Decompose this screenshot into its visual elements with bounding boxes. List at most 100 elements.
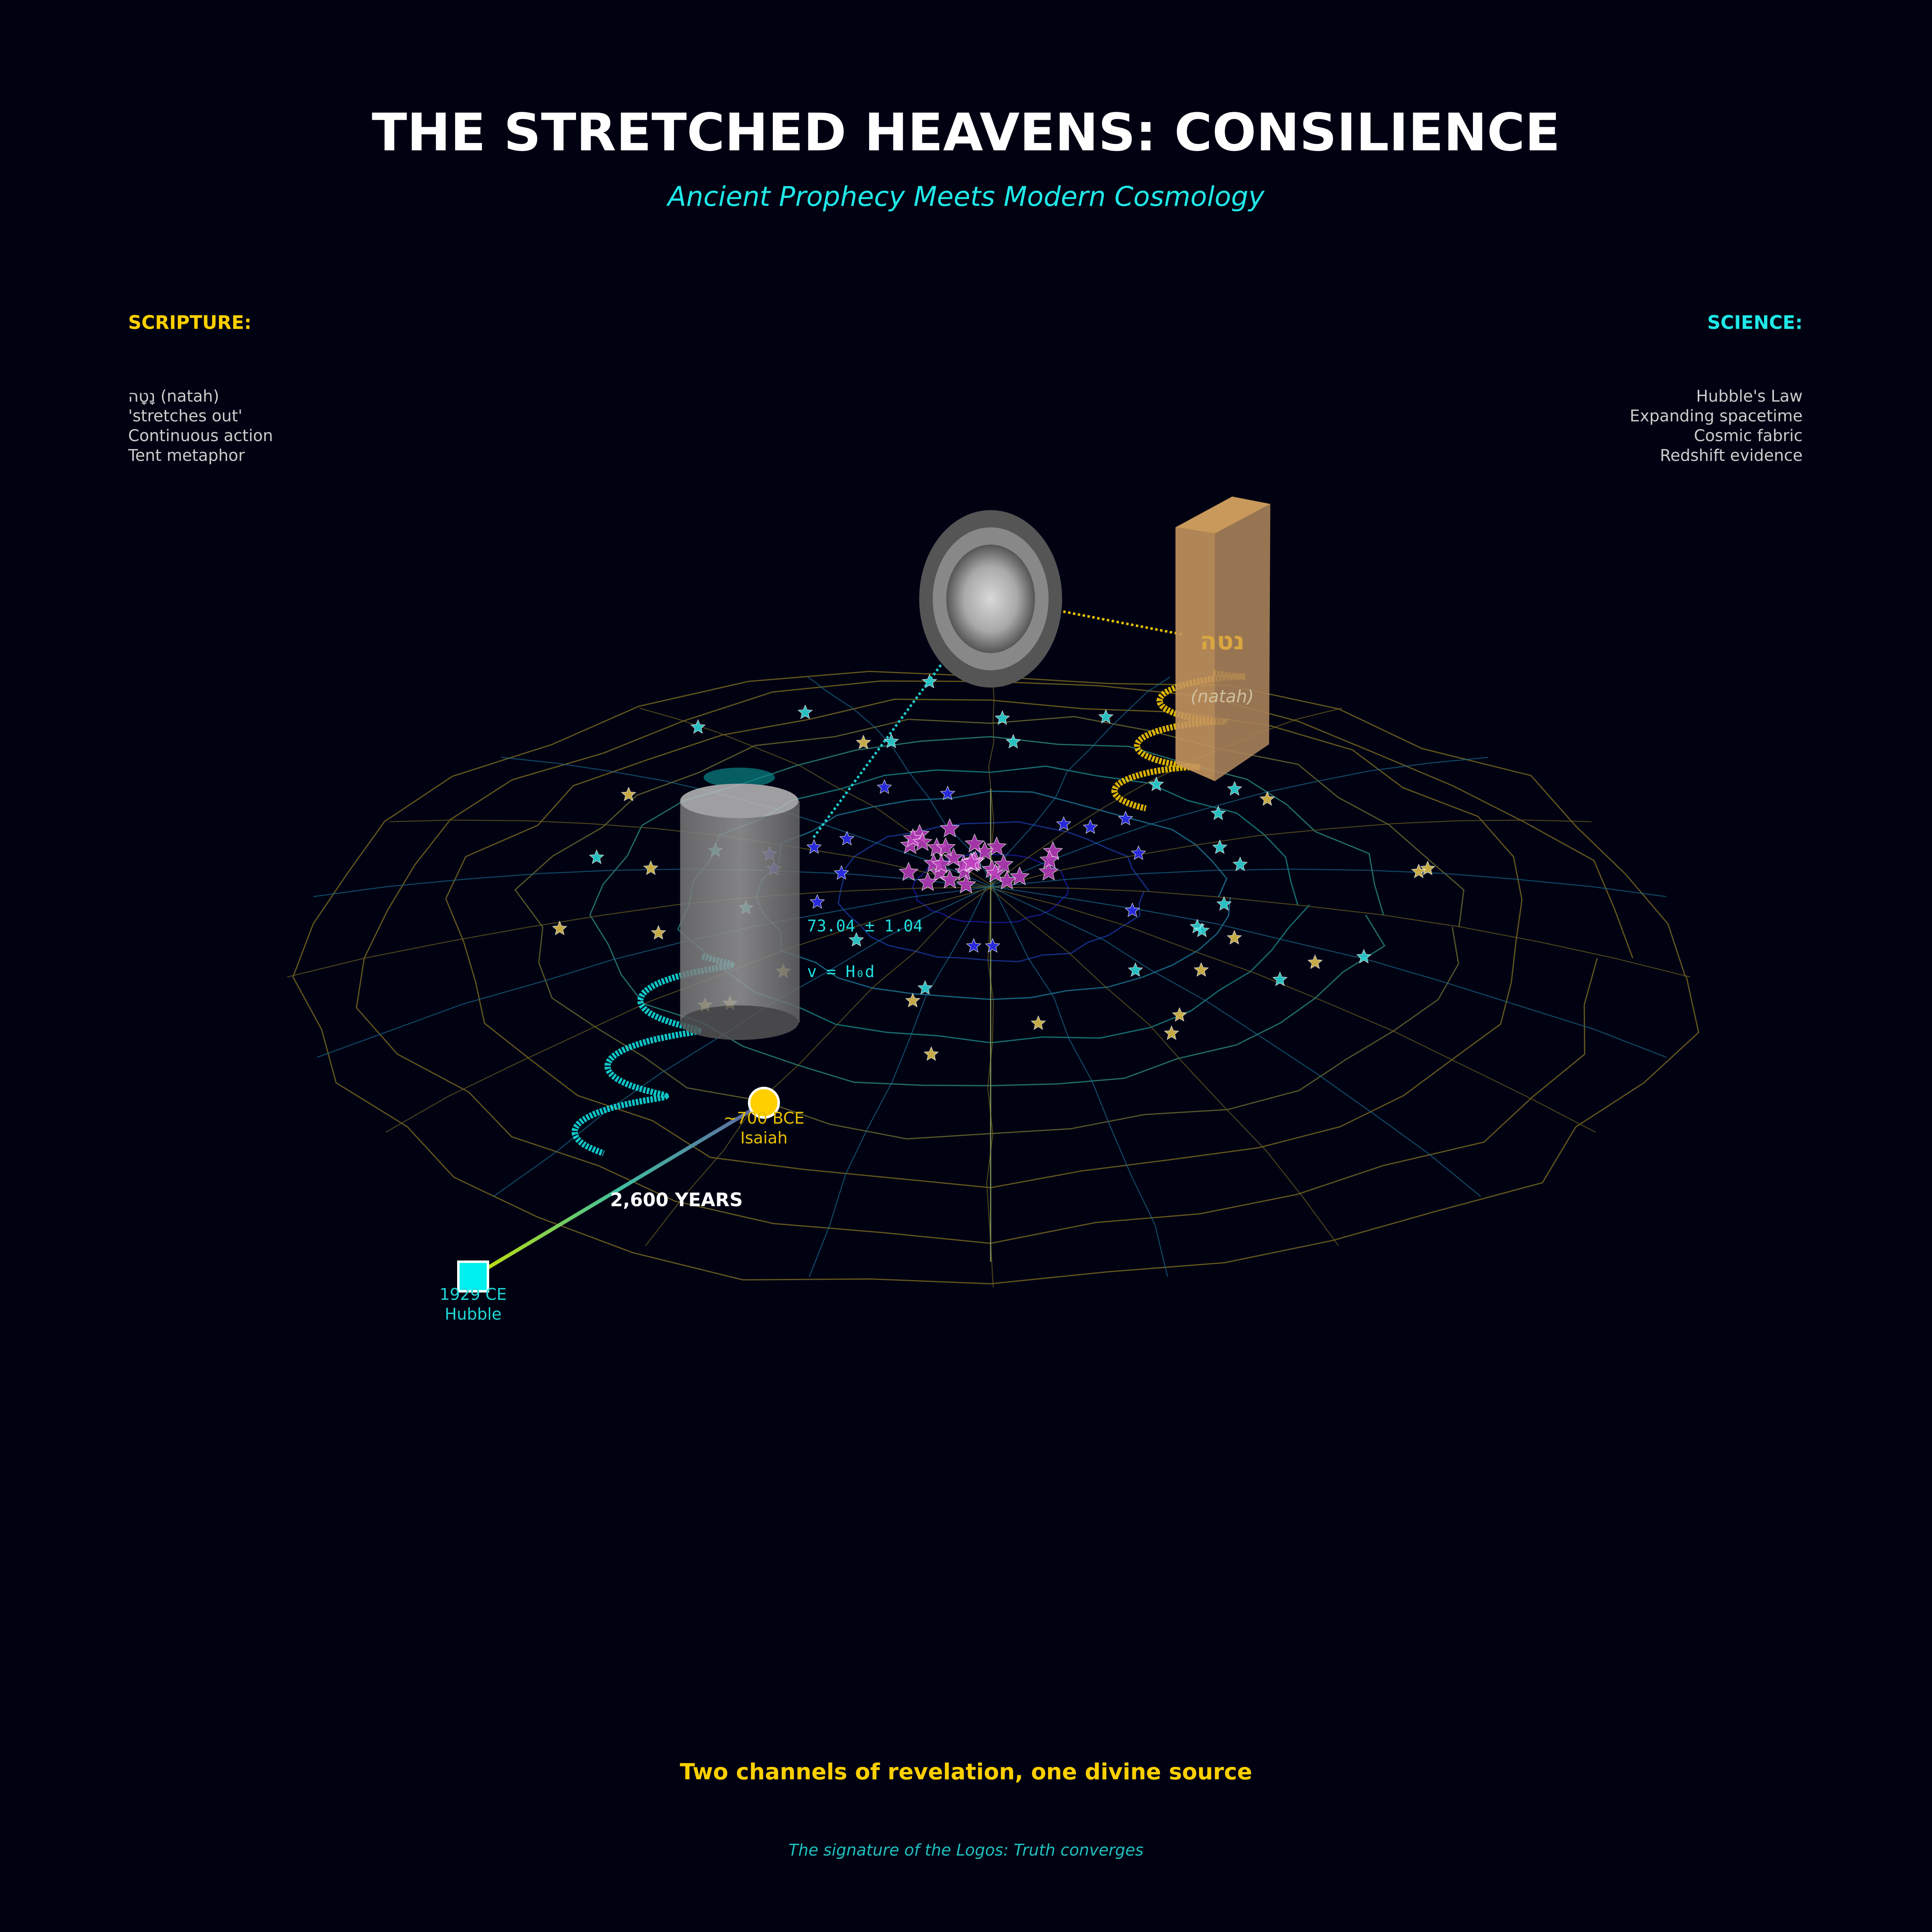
transliteration: (natah) [1191, 687, 1254, 707]
galaxy-star [964, 833, 985, 853]
galaxy-star [1128, 962, 1143, 977]
galaxy-star [935, 837, 956, 857]
galaxy-star [956, 874, 976, 894]
science-line: Hubble's Law [1696, 387, 1803, 406]
galaxy-star [917, 872, 938, 891]
helix [571, 953, 735, 1156]
isaiah-name: Isaiah [740, 1128, 788, 1147]
galaxy-star [1193, 962, 1209, 977]
galaxy-star [1006, 734, 1021, 749]
grid-spoke [989, 887, 1339, 1246]
galaxy-star [1164, 1025, 1179, 1040]
galaxy-star [923, 1046, 939, 1061]
galaxy-star [849, 932, 864, 947]
galaxy-star [1307, 954, 1323, 969]
galaxy-star [1118, 811, 1134, 825]
isaiah-marker [748, 1087, 780, 1119]
hubble-name: Hubble [445, 1305, 502, 1324]
galaxy-star [1420, 861, 1435, 876]
galaxy-star [1211, 805, 1226, 820]
galaxy-star [883, 733, 899, 748]
galaxy-star [690, 719, 706, 734]
timeline: ~700 BCE Isaiah 1929 CE Hubble 2,600 YEA… [440, 1087, 804, 1324]
galaxy-star [797, 704, 813, 719]
galaxy-star [1149, 776, 1164, 791]
galaxy-star [940, 785, 955, 800]
galaxy-star [960, 852, 981, 871]
tagline: Two channels of revelation, one divine s… [680, 1759, 1252, 1785]
grid-spoke [988, 708, 1342, 888]
isaiah-date: ~700 BCE [723, 1109, 804, 1128]
galaxy-star [1172, 1007, 1187, 1022]
galaxy-star [905, 992, 921, 1007]
hubble-law: v = H₀d [807, 962, 875, 981]
scripture-line: Continuous action [128, 426, 273, 445]
galaxy-star [940, 869, 960, 889]
galaxy-star [1039, 849, 1060, 869]
galaxy-star [1226, 930, 1242, 945]
grid-spoke [317, 887, 988, 1058]
galaxy-star [966, 938, 981, 953]
grid-spoke [987, 868, 1666, 897]
galaxy-star [985, 938, 1000, 953]
galaxy-star [993, 854, 1014, 873]
grid-spoke [987, 887, 1596, 1133]
science-line: Redshift evidence [1660, 446, 1802, 465]
galaxy-star [810, 894, 825, 909]
grid-spoke [995, 819, 1592, 888]
grid-spoke [990, 887, 1481, 1197]
scripture-prism: נטה (natah) [1175, 496, 1271, 781]
galaxy-star [1083, 819, 1098, 834]
galaxy-star [954, 861, 975, 881]
hubble-date: 1929 CE [440, 1285, 507, 1304]
galaxy-star [1194, 922, 1210, 937]
galaxy-star [855, 734, 871, 749]
galaxy-star [1216, 896, 1232, 911]
galaxy-star [1212, 839, 1228, 854]
hubble-constant: 73.04 ± 1.04 [807, 917, 923, 936]
hebrew-word: נטה [1200, 627, 1245, 655]
grid-ring [445, 699, 1523, 1188]
galaxy-star [1272, 971, 1288, 986]
galaxy-star [552, 921, 567, 936]
galaxy-star [834, 865, 849, 880]
grid-spoke [992, 887, 1168, 1277]
grid-spoke [987, 757, 1488, 888]
scripture-cylinder [680, 767, 800, 1040]
hubble-marker [457, 1260, 490, 1293]
grid-spoke [992, 887, 1690, 977]
comparison-lists: נָטָה (natah)'stretches out'Continuous a… [128, 387, 1802, 465]
grid-spoke [988, 666, 995, 887]
galaxy-star [621, 787, 636, 801]
galaxy-star [1056, 816, 1071, 831]
galaxy-star [1227, 781, 1243, 796]
subtitle: Ancient Prophecy Meets Modern Cosmology [666, 181, 1265, 213]
grid-spoke [808, 676, 996, 888]
grid-spoke [645, 887, 992, 1247]
grid-spoke [991, 676, 1171, 887]
galaxy-star [985, 863, 1006, 882]
galaxy-star [1030, 1015, 1046, 1030]
galaxy-star [839, 830, 855, 845]
galaxy-star [589, 849, 604, 864]
galaxy-star [1124, 902, 1140, 917]
galaxy-star [1232, 857, 1248, 871]
galaxy-star [940, 818, 960, 837]
science-line: Expanding spacetime [1630, 407, 1803, 426]
title: THE STRETCHED HEAVENS: CONSILIENCE [372, 102, 1560, 162]
science-heading: SCIENCE: [1707, 313, 1802, 334]
galaxy-star [1356, 949, 1372, 964]
scripture-heading: SCRIPTURE: [128, 313, 251, 334]
grid-spoke [809, 887, 987, 1277]
footnote: The signature of the Logos: Truth conver… [789, 1841, 1143, 1860]
science-line: Cosmic fabric [1694, 426, 1802, 445]
galaxy-star [806, 839, 822, 854]
galaxy-star [987, 836, 1007, 856]
galaxy-star [1260, 791, 1275, 806]
galaxy-star [643, 860, 659, 875]
galaxy-star [898, 862, 919, 881]
grid-spoke [994, 887, 1667, 1058]
galaxy-star [917, 980, 933, 995]
